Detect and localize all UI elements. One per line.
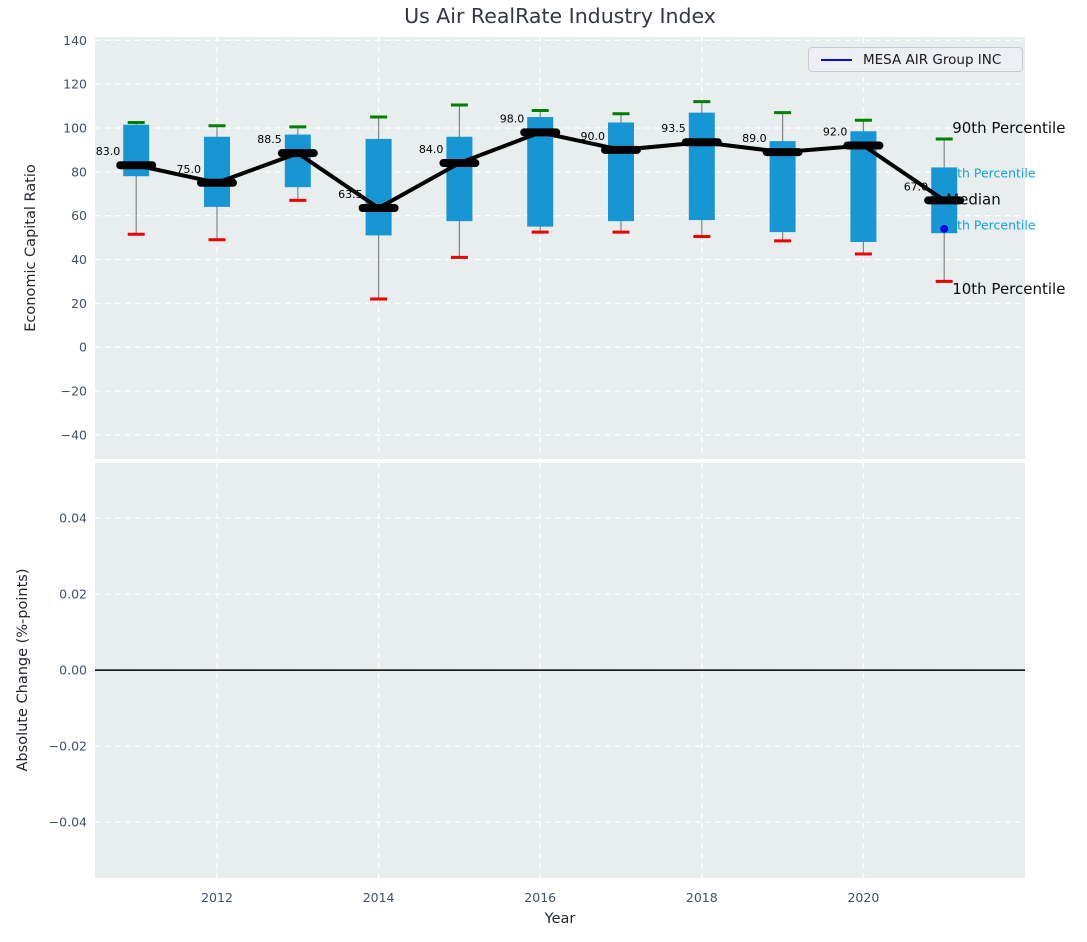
xtick-label: 2014 [363,890,395,905]
top-ytick-label: 40 [71,252,87,267]
top-ytick-label: 80 [71,164,87,179]
annotation-75th-percentile: 75th Percentile [941,165,1036,180]
xtick-label: 2020 [847,890,879,905]
median-value-label-2020: 92.0 [823,126,848,139]
box-2012 [204,136,231,207]
box-2018 [688,112,715,221]
median-value-label-2012: 75.0 [177,163,202,176]
box-2017 [608,122,635,222]
median-value-label-2013: 88.5 [257,133,282,146]
xtick-label: 2016 [524,890,556,905]
annotation-90th-percentile: 90th Percentile [952,119,1065,137]
bottom-ytick-label: −0.04 [49,815,87,830]
top-ytick-label: −20 [61,384,87,399]
annotation-median: Median [946,191,1001,209]
median-value-label-2017: 90.0 [581,130,606,143]
bottom-ytick-label: −0.02 [49,739,87,754]
median-value-label-2018: 93.5 [661,122,686,135]
xlabel: Year [544,911,576,927]
annotation-25th-percentile: 25th Percentile [941,217,1036,232]
median-markers [116,128,965,212]
xtick-label: 2012 [201,890,233,905]
median-value-label-2015: 84.0 [419,143,444,156]
company-point [940,224,949,233]
top-ytick-label: 60 [71,208,87,223]
top-ytick-label: 100 [63,120,87,135]
annotation-10th-percentile: 10th Percentile [952,280,1065,298]
tick-labels: 140 120 100 80 60 40 20 0 −20 −40 0.04 0.02 0.00 −0.0… [49,33,880,905]
top-ytick-label: 140 [63,33,87,48]
legend-label: MESA AIR Group INC [863,51,1002,68]
median-value-labels: 83.075.088.563.584.098.090.093.589.092.0… [96,112,928,201]
top-axes-background [95,37,1025,459]
gridlines [95,37,1025,878]
bottom-ytick-label: 0.04 [59,511,87,526]
box-2014 [365,138,392,236]
xtick-label: 2018 [686,890,718,905]
bottom-ytick-label: 0.02 [59,587,87,602]
box-2015 [446,136,473,222]
ylabel-bottom: Absolute Change (%-points) [15,568,31,772]
bottom-ytick-label: 0.00 [59,663,87,678]
top-ytick-label: 120 [63,77,87,92]
top-ytick-label: −40 [61,427,87,442]
top-ytick-label: 0 [79,340,87,355]
median-value-label-2011: 83.0 [96,145,121,158]
top-ytick-label: 20 [71,296,87,311]
box-2019 [769,141,796,233]
median-value-label-2019: 89.0 [742,132,767,145]
ylabel-top: Economic Capital Ratio [23,164,39,332]
chart-title: Us Air RealRate Industry Index [404,4,716,28]
legend-box: MESA AIR Group INC [808,47,1023,72]
legend-line-sample [821,58,852,61]
median-value-label-2016: 98.0 [500,112,525,125]
